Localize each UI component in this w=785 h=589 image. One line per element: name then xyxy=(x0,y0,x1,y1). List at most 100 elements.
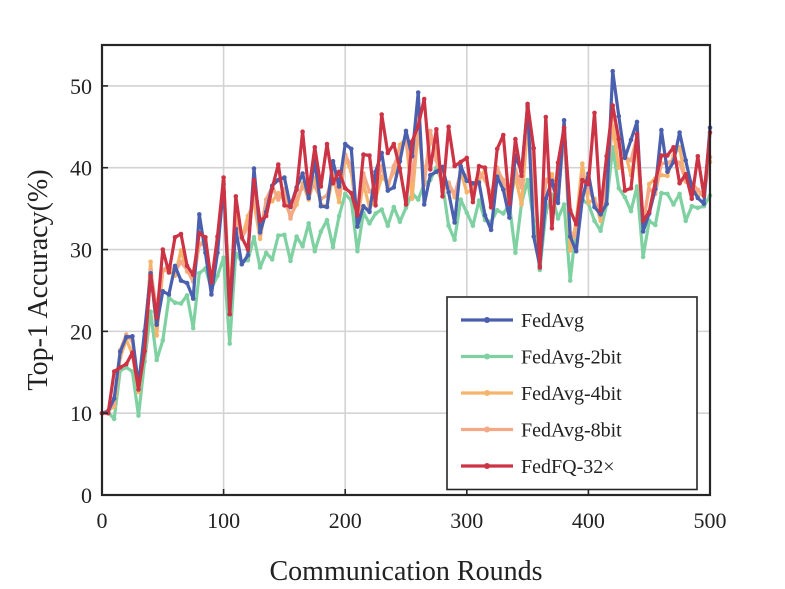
data-point xyxy=(367,189,372,194)
data-point xyxy=(342,191,348,197)
data-point xyxy=(488,227,494,233)
legend-marker xyxy=(484,317,490,323)
y-tick-label: 30 xyxy=(70,238,92,263)
legend-label: FedAvg-8bit xyxy=(521,420,622,442)
data-point xyxy=(391,141,397,147)
data-point xyxy=(622,194,628,200)
data-point xyxy=(178,231,184,237)
data-point xyxy=(233,194,239,199)
data-point xyxy=(622,188,628,193)
data-point xyxy=(397,166,403,171)
data-point xyxy=(592,218,597,224)
data-point xyxy=(312,145,318,150)
data-point xyxy=(324,141,330,147)
data-point xyxy=(494,174,500,179)
data-point xyxy=(324,204,330,210)
data-point xyxy=(342,185,348,191)
data-point xyxy=(476,198,482,203)
data-point xyxy=(245,247,251,252)
data-point xyxy=(403,128,409,134)
series-4 xyxy=(99,96,713,416)
data-point xyxy=(251,177,257,183)
data-point xyxy=(148,273,153,279)
data-point xyxy=(604,201,609,206)
data-point xyxy=(543,196,549,202)
data-point xyxy=(288,203,293,209)
data-point xyxy=(282,203,287,208)
data-point xyxy=(519,173,524,179)
data-point xyxy=(361,203,366,209)
data-point xyxy=(671,145,676,150)
data-point xyxy=(634,119,640,125)
data-point xyxy=(409,139,415,144)
data-point xyxy=(573,221,579,227)
data-point xyxy=(464,210,470,215)
data-point xyxy=(257,236,263,242)
data-point xyxy=(677,191,682,197)
data-point xyxy=(276,197,281,202)
data-point xyxy=(440,194,445,199)
data-point xyxy=(428,167,433,172)
data-point xyxy=(130,334,135,339)
data-point xyxy=(665,173,670,179)
data-point xyxy=(452,237,457,242)
data-point xyxy=(665,169,670,175)
data-point xyxy=(178,248,184,253)
data-point xyxy=(659,153,664,158)
data-point xyxy=(646,181,652,187)
data-point xyxy=(154,357,159,363)
data-point xyxy=(592,204,597,210)
data-point xyxy=(701,193,707,198)
data-point xyxy=(446,124,451,130)
data-point xyxy=(464,155,470,161)
data-point xyxy=(567,208,573,213)
data-point xyxy=(111,396,117,401)
data-point xyxy=(598,228,603,233)
data-point xyxy=(646,209,652,215)
data-point xyxy=(330,244,336,250)
data-point xyxy=(209,280,214,285)
data-point xyxy=(452,192,457,197)
data-point xyxy=(482,165,488,170)
data-point xyxy=(336,184,342,189)
data-point xyxy=(367,221,372,226)
x-tick-label: 0 xyxy=(97,508,108,533)
data-point xyxy=(148,309,153,315)
data-point xyxy=(555,216,561,221)
data-point xyxy=(154,333,159,338)
data-point xyxy=(415,123,421,129)
data-point xyxy=(507,201,512,206)
data-point xyxy=(580,173,585,179)
data-point xyxy=(464,178,470,184)
data-point xyxy=(428,172,433,178)
data-point xyxy=(336,169,342,175)
data-point xyxy=(452,163,457,169)
legend-marker xyxy=(484,353,490,360)
data-point xyxy=(330,158,336,164)
data-point xyxy=(136,387,141,392)
data-point xyxy=(154,322,159,328)
data-point xyxy=(373,211,378,216)
data-point xyxy=(148,267,153,273)
data-point xyxy=(385,223,391,229)
data-point xyxy=(640,218,646,224)
legend-label: FedFQ-32× xyxy=(521,456,615,478)
data-point xyxy=(622,155,628,161)
data-point xyxy=(154,315,159,320)
data-point xyxy=(586,181,591,187)
data-point xyxy=(695,154,701,159)
data-point xyxy=(385,188,391,193)
legend-item: FedAvg-8bit xyxy=(461,420,622,442)
data-point xyxy=(391,185,397,190)
data-point xyxy=(689,203,695,209)
data-point xyxy=(318,229,324,234)
data-point xyxy=(501,211,506,216)
x-axis-title: Communication Rounds xyxy=(270,556,543,587)
data-point xyxy=(294,187,299,193)
data-point xyxy=(391,204,397,210)
plot-frame xyxy=(100,43,712,497)
data-point xyxy=(537,265,543,270)
legend-marker xyxy=(484,463,490,469)
data-point xyxy=(349,190,354,196)
data-point xyxy=(239,262,245,267)
